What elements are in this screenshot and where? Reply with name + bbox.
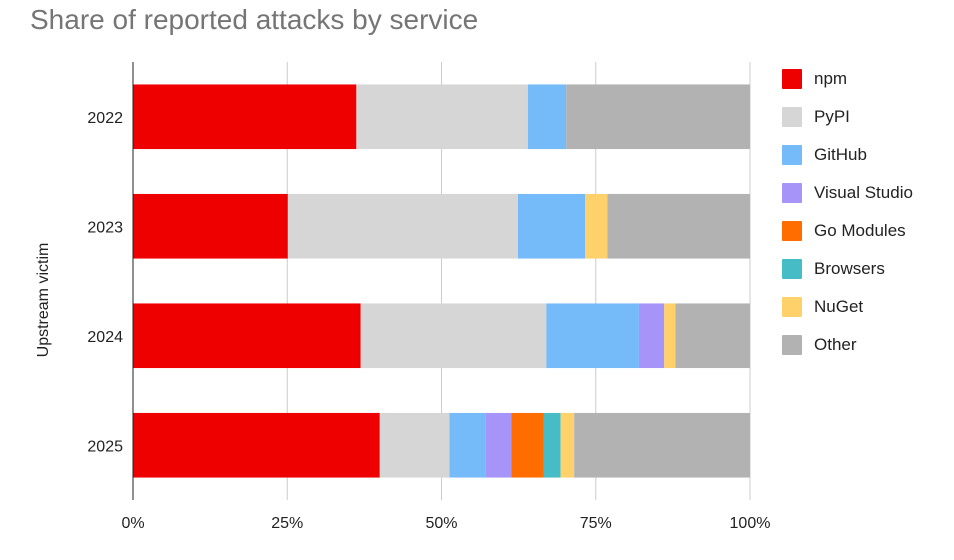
chart-title: Share of reported attacks by service xyxy=(30,4,479,35)
legend-swatch xyxy=(782,183,802,203)
y-axis-label: Upstream victim xyxy=(35,243,52,358)
legend-item: NuGet xyxy=(782,288,913,326)
legend-label: Browsers xyxy=(814,259,885,278)
bar-go-modules-2025 xyxy=(511,412,544,478)
bar-github-2025 xyxy=(449,412,486,478)
bar-visual-studio-2024 xyxy=(638,303,665,369)
legend-swatch xyxy=(782,335,802,355)
legend-item: npm xyxy=(782,60,913,98)
legend-label: NuGet xyxy=(814,297,864,316)
bar-npm-2025 xyxy=(133,412,380,478)
bar-nuget-2024 xyxy=(664,303,676,369)
bar-pypi-2023 xyxy=(287,193,519,259)
x-tick-label: 0% xyxy=(121,515,144,532)
legend-swatch xyxy=(782,107,802,127)
legend-label: Other xyxy=(814,335,857,354)
x-tick-label: 25% xyxy=(271,515,303,532)
legend-item: Visual Studio xyxy=(782,174,913,212)
bar-pypi-2022 xyxy=(356,84,528,150)
bar-nuget-2023 xyxy=(585,193,608,259)
bar-other-2022 xyxy=(566,84,750,150)
legend: npm PyPI GitHub Visual Studio Go Modules Brow… xyxy=(782,60,913,364)
y-tick-label: 2024 xyxy=(87,329,123,346)
bar-github-2022 xyxy=(527,84,567,150)
legend-swatch xyxy=(782,221,802,241)
legend-swatch xyxy=(782,259,802,279)
legend-label: PyPI xyxy=(814,107,850,126)
bar-nuget-2025 xyxy=(560,412,575,478)
bar-other-2023 xyxy=(607,193,750,259)
bar-other-2024 xyxy=(675,303,750,369)
legend-item: Go Modules xyxy=(782,212,913,250)
bar-browsers-2025 xyxy=(543,412,561,478)
bars xyxy=(133,84,750,478)
legend-label: Go Modules xyxy=(814,221,906,240)
legend-item: PyPI xyxy=(782,98,913,136)
y-tick-label: 2023 xyxy=(87,219,123,236)
y-axis-ticks: 2022 2023 2024 2025 xyxy=(87,110,123,456)
legend-swatch xyxy=(782,145,802,165)
bar-npm-2023 xyxy=(133,193,288,259)
bar-visual-studio-2025 xyxy=(485,412,512,478)
bar-github-2023 xyxy=(518,193,586,259)
legend-item: GitHub xyxy=(782,136,913,174)
x-tick-label: 75% xyxy=(580,515,612,532)
x-tick-label: 50% xyxy=(425,515,457,532)
bar-pypi-2025 xyxy=(379,412,450,478)
bar-npm-2024 xyxy=(133,303,361,369)
legend-swatch xyxy=(782,69,802,89)
legend-item: Browsers xyxy=(782,250,913,288)
legend-label: npm xyxy=(814,69,848,88)
bar-github-2024 xyxy=(546,303,639,369)
y-tick-label: 2025 xyxy=(87,438,123,455)
legend-label: GitHub xyxy=(814,145,867,164)
bar-npm-2022 xyxy=(133,84,357,150)
legend-label: Visual Studio xyxy=(814,183,913,202)
x-tick-label: 100% xyxy=(730,515,771,532)
legend-swatch xyxy=(782,297,802,317)
bar-other-2025 xyxy=(574,412,750,478)
x-axis-ticks: 0% 25% 50% 75% 100% xyxy=(121,515,770,532)
y-tick-label: 2022 xyxy=(87,110,123,127)
bar-pypi-2024 xyxy=(360,303,547,369)
legend-item: Other xyxy=(782,326,913,364)
